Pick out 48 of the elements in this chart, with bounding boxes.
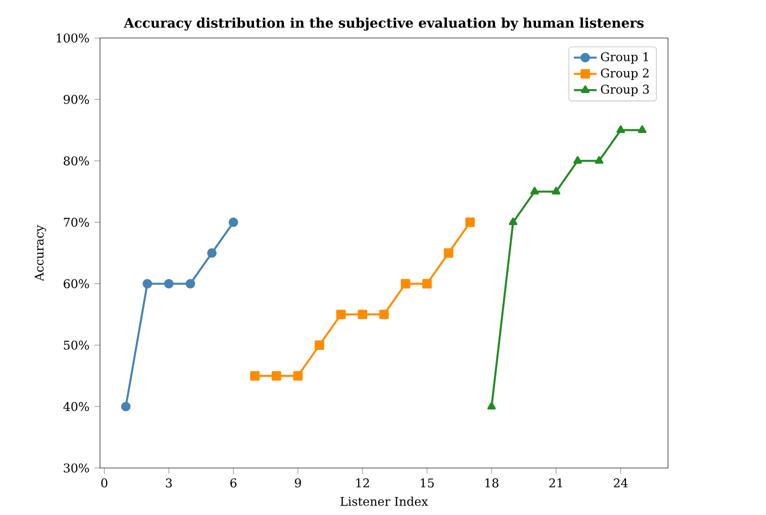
point — [638, 125, 646, 134]
x-tick-label: 3 — [166, 478, 172, 488]
point — [594, 156, 604, 164]
point — [272, 371, 282, 381]
x-tick-label: 6 — [230, 478, 236, 488]
x-axis-title: Listener Index — [340, 496, 428, 506]
x-tick-label: 21 — [549, 478, 562, 488]
y-tick-label: 70% — [64, 218, 89, 227]
point — [293, 371, 303, 381]
legend-label: Group 1 — [600, 52, 648, 64]
point — [465, 218, 475, 228]
point — [336, 310, 346, 320]
y-tick-label: 50% — [64, 340, 89, 350]
point — [400, 278, 410, 288]
y-tick-label: 100% — [56, 33, 89, 43]
point — [228, 218, 238, 228]
legend-label: Group 2 — [600, 68, 649, 80]
point — [142, 278, 152, 288]
chart-title: Accuracy distribution in the subjective evaluation by human listeners — [124, 18, 644, 31]
x-tick-label: 9 — [294, 478, 301, 488]
y-tick-label: 40% — [63, 402, 89, 412]
point — [530, 186, 539, 194]
point — [207, 248, 217, 258]
point — [121, 402, 131, 412]
point — [422, 278, 432, 288]
y-tick-label: 90% — [64, 94, 89, 104]
x-tick-label: 12 — [356, 478, 369, 488]
x-tick-label: 24 — [614, 478, 628, 488]
point — [573, 156, 582, 164]
point — [616, 125, 625, 134]
x-tick-label: 0 — [101, 478, 108, 488]
point — [250, 371, 260, 381]
y-tick-label: 80% — [64, 156, 89, 166]
point — [314, 340, 324, 350]
x-tick-label: 18 — [485, 478, 498, 488]
point — [444, 248, 454, 258]
point — [487, 402, 496, 410]
point — [552, 186, 560, 194]
point — [508, 218, 518, 226]
x-tick-label: 15 — [420, 478, 434, 488]
y-tick-label: 30% — [64, 463, 89, 473]
y-axis-title: Accuracy — [34, 224, 46, 282]
y-tick-label: 60% — [64, 279, 89, 288]
point — [358, 310, 368, 320]
point — [164, 278, 174, 288]
point — [379, 310, 389, 320]
legend-label: Group 3 — [600, 84, 649, 96]
point — [186, 278, 196, 288]
